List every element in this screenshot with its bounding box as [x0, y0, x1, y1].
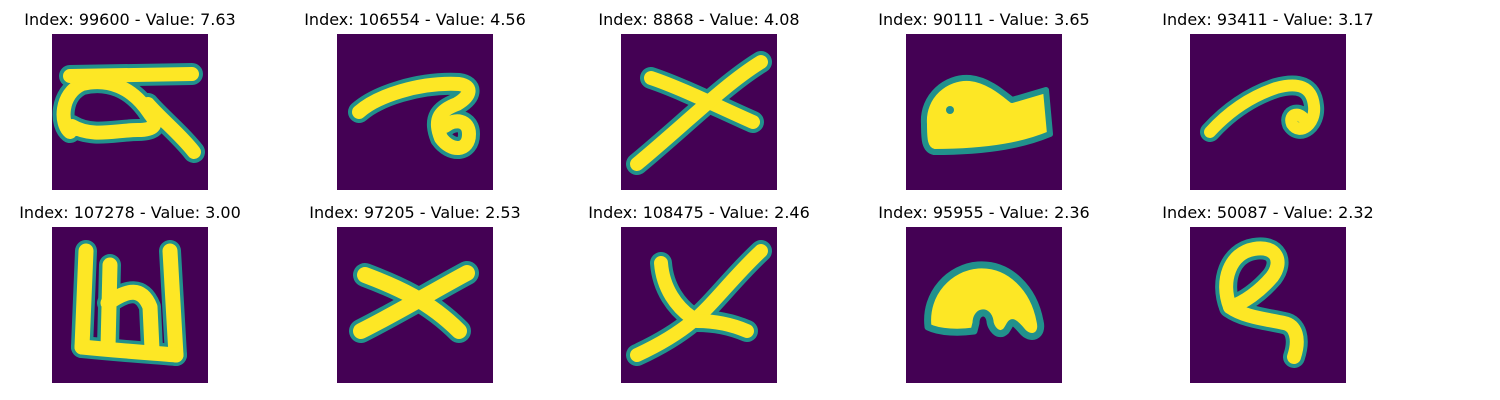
- panel-title: Index: 99600 - Value: 7.63: [24, 10, 236, 29]
- glyph-image: [906, 227, 1062, 383]
- panel-4: Index: 90111 - Value: 3.65: [854, 10, 1114, 190]
- glyph-image: [621, 34, 777, 190]
- panel-title: Index: 107278 - Value: 3.00: [19, 203, 241, 222]
- panel-7: Index: 97205 - Value: 2.53: [285, 203, 545, 383]
- panel-title: Index: 8868 - Value: 4.08: [598, 10, 800, 29]
- panel-title: Index: 97205 - Value: 2.53: [309, 203, 521, 222]
- glyph-image: [52, 34, 208, 190]
- panel-10: Index: 50087 - Value: 2.32: [1138, 203, 1398, 383]
- panel-title: Index: 90111 - Value: 3.65: [878, 10, 1090, 29]
- panel-1: Index: 99600 - Value: 7.63: [0, 10, 260, 190]
- glyph-image: [337, 34, 493, 190]
- panel-6: Index: 107278 - Value: 3.00: [0, 203, 260, 383]
- glyph-image: [1190, 34, 1346, 190]
- glyph-image: [906, 34, 1062, 190]
- glyph-image: [621, 227, 777, 383]
- panel-title: Index: 106554 - Value: 4.56: [304, 10, 526, 29]
- panel-title: Index: 93411 - Value: 3.17: [1162, 10, 1374, 29]
- glyph-image: [1190, 227, 1346, 383]
- glyph-image: [52, 227, 208, 383]
- panel-8: Index: 108475 - Value: 2.46: [569, 203, 829, 383]
- panel-title: Index: 95955 - Value: 2.36: [878, 203, 1090, 222]
- panel-3: Index: 8868 - Value: 4.08: [569, 10, 829, 190]
- panel-title: Index: 50087 - Value: 2.32: [1162, 203, 1374, 222]
- glyph-image: [337, 227, 493, 383]
- panel-9: Index: 95955 - Value: 2.36: [854, 203, 1114, 383]
- panel-2: Index: 106554 - Value: 4.56: [285, 10, 545, 190]
- panel-title: Index: 108475 - Value: 2.46: [588, 203, 810, 222]
- panel-5: Index: 93411 - Value: 3.17: [1138, 10, 1398, 190]
